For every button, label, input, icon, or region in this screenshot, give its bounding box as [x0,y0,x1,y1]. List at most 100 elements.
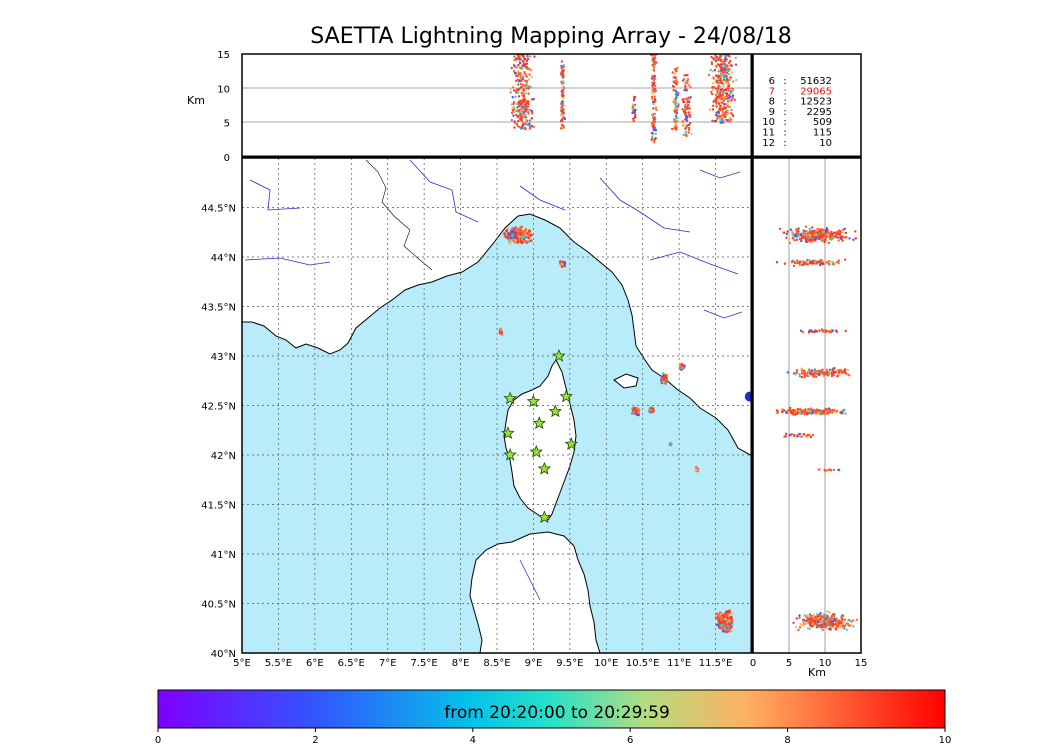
altitude-source-point [721,69,724,72]
altitude-source-point [710,62,714,66]
side-source-point [833,619,836,622]
lon-tick-label: 9°E [525,658,543,669]
altitude-source-point [726,112,729,116]
altitude-source-point [716,90,719,93]
altitude-source-point [559,127,563,130]
altitude-source-point [517,109,520,112]
altitude-source-point [530,75,533,79]
altitude-source-point [725,94,729,98]
altitude-source-point [512,89,516,92]
station-count-value: 12523 [800,97,832,108]
side-source-point [816,231,819,235]
colorbar-tick-label: 4 [470,735,476,746]
altitude-source-point [524,84,527,87]
side-source-point [803,618,806,622]
station-count-label: 9 [769,107,775,118]
side-source-point [830,372,834,375]
altitude-source-point [518,71,521,75]
altitude-source-point [717,110,720,114]
altitude-source-point [721,90,724,93]
altitude-source-point [728,78,731,82]
altitude-source-point [634,108,637,112]
altitude-source-point [676,94,680,97]
side-source-point [836,619,839,622]
altitude-source-point [522,104,525,108]
side-source-point [837,468,840,472]
altitude-source-point [562,108,565,111]
side-source-point [803,614,806,617]
altitude-source-point [730,71,733,74]
side-source-point [848,237,851,240]
altitude-source-point [685,125,689,128]
altitude-source-point [710,55,713,59]
chart-title: SAETTA Lightning Mapping Array - 24/08/1… [310,24,792,49]
mainland-coast [242,158,752,457]
altitude-source-point [714,113,718,117]
side-source-point [835,623,838,626]
side-source-point [821,239,824,243]
alt-tick-label: 0 [224,153,230,164]
side-source-point [821,628,824,631]
altitude-source-point [527,100,530,103]
altitude-source-point [514,79,518,83]
altitude-source-point [681,108,684,111]
altitude-source-point [513,64,516,68]
altitude-source-point [513,55,516,58]
altitude-source-point [729,120,732,123]
altitude-source-point [510,103,513,106]
side-source-point [844,329,847,333]
side-source-point [799,329,803,332]
side-source-point [815,262,818,265]
lightning-source-point [520,225,523,229]
altitude-source-point [676,81,679,84]
altitude-source-point [722,84,725,87]
station-star-icon [552,348,566,362]
lightning-source-point [718,611,722,614]
colorbar-tick-labels: 0 2 4 6 8 10 [155,728,951,746]
lightning-source-point [516,240,520,244]
lon-tick-label: 7.5°E [411,658,438,669]
altitude-source-point [675,105,678,108]
lightning-source-point [632,410,636,413]
altitude-source-point [723,60,726,63]
altitude-source-point [683,113,687,116]
side-source-point [834,628,838,631]
altitude-source-point [672,76,675,79]
side-source-point [838,370,841,374]
side-source-point [804,236,807,239]
side-source-point [810,260,813,263]
station-star-icon [503,391,517,405]
side-source-point [805,614,808,617]
lightning-source-point [649,409,652,412]
side-source-point [798,375,802,378]
altitude-source-point [632,99,636,102]
lightning-source-point [503,232,506,236]
km-tick-label: 10 [819,658,832,669]
altitude-source-point [560,82,564,85]
lightning-source-point [511,227,514,230]
altitude-source-point [725,92,729,95]
lat-tick-label: 43°N [211,352,236,363]
lightning-source-point [718,621,722,624]
side-source-point [837,622,841,625]
lightning-source-point [729,617,733,621]
lightning-source-point [517,238,521,242]
altitude-source-point [729,90,733,93]
lon-tick-label: 9.5°E [556,658,583,669]
side-source-point [797,227,800,230]
station-count-label: 8 [769,97,775,108]
side-source-point [793,261,796,264]
altitude-source-point [684,82,688,85]
altitude-source-point [730,99,733,102]
side-source-point [822,613,825,616]
altitude-source-point [632,117,635,121]
side-source-point [797,628,800,632]
altitude-source-point [651,55,655,58]
altitude-source-point [655,108,658,112]
lat-tick-label: 43.5°N [201,303,236,314]
altitude-source-point [516,57,519,60]
side-source-point [842,231,845,234]
altitude-source-point [730,64,733,68]
side-source-point [829,260,832,263]
altitude-source-point [560,66,563,70]
